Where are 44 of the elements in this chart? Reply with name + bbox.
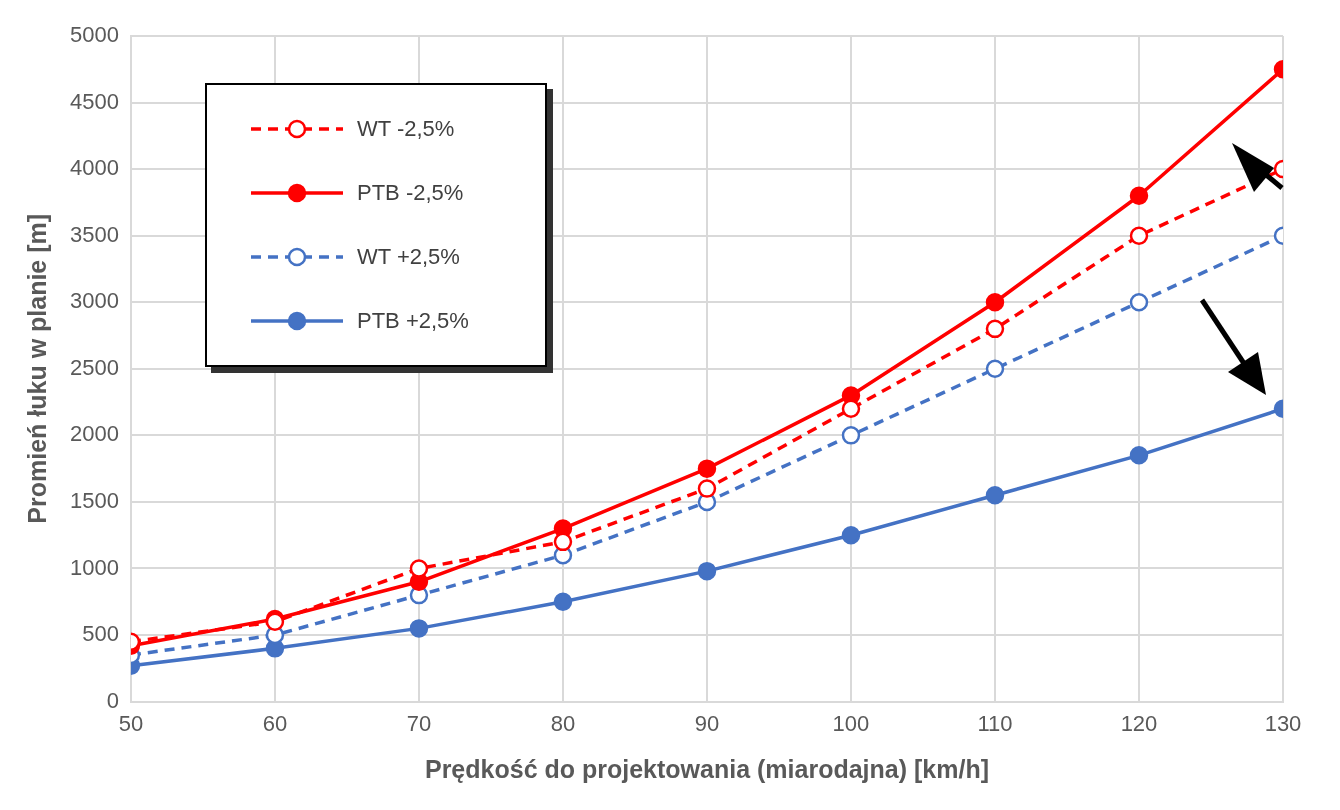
x-tick-label: 130 [1264,710,1302,736]
y-tick-label: 1000 [69,554,119,580]
legend-label: PTB +2,5% [357,308,469,334]
point [985,292,1005,312]
y-tick-label: 1500 [69,487,119,513]
point [841,525,861,545]
x-tick-label: 80 [550,710,576,736]
x-tick-label: 100 [832,710,870,736]
point [841,399,861,418]
point [553,532,573,552]
point [1129,186,1149,205]
point [985,486,1005,505]
point [1129,446,1149,465]
point [1129,292,1149,312]
legend-label: WT -2,5% [357,116,455,142]
y-tick-label: 3500 [69,221,119,247]
legend-label: WT +2,5% [357,244,460,270]
y-tick-label: 2000 [69,421,119,447]
y-tick-label: 0 [106,687,119,713]
x-tick-label: 110 [977,710,1013,736]
y-tick-label: 4500 [69,88,119,114]
point [841,426,861,445]
y-tick-label: 3000 [69,288,119,314]
y-tick-label: 5000 [69,22,119,48]
point [697,459,717,478]
x-tick-label: 90 [694,710,720,736]
y-tick-label: 4000 [69,155,119,181]
point [553,592,573,612]
point [697,561,717,581]
x-tick-label: 50 [118,710,144,736]
x-axis-title: Prędkość do projektowania (miarodajna) [km/h] [424,754,989,783]
legend-label: PTB -2,5% [357,180,464,206]
y-tick-label: 500 [82,621,119,647]
point [409,559,429,578]
x-tick-label: 120 [1120,710,1158,736]
point [985,359,1005,379]
y-tick-label: 2500 [69,354,119,380]
point [697,479,717,498]
x-tick-label: 60 [262,710,288,736]
point [985,319,1005,339]
point [409,619,429,638]
y-axis-title: Promień łuku w planie [m] [22,213,51,524]
point [1129,226,1149,245]
x-tick-label: 70 [406,710,432,736]
